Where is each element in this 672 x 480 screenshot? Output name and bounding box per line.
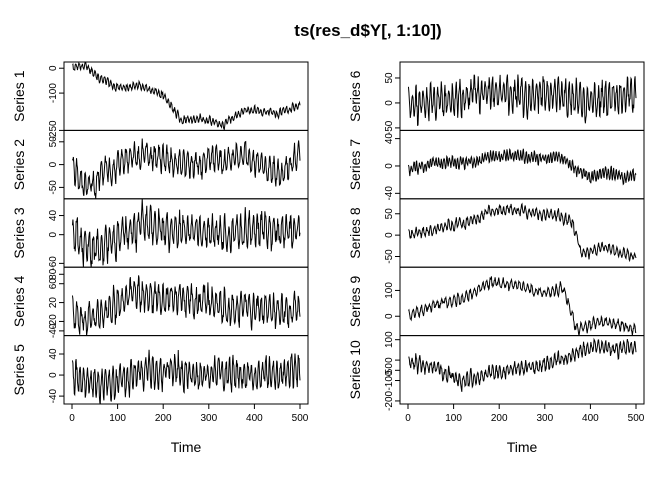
panel-label: Series 4 [11,276,27,328]
panel-label: Series 10 [347,340,363,399]
ytick-label: 0 [48,161,59,167]
chart-title: ts(res_d$Y[, 1:10]) [294,21,441,40]
series-line-3 [71,198,301,268]
ytick-label: 0 [384,232,395,238]
ytick-label: -40 [48,323,59,338]
ytick-label: 0 [384,100,395,106]
series-line-9 [408,276,637,336]
ytick-label: 80 [48,268,59,280]
ytick-label: -20 [48,314,59,329]
ytick-label: -50 [48,180,59,195]
xtick-label: 0 [405,413,411,424]
xtick-label: 300 [536,413,553,424]
series-line-5 [71,349,301,405]
xtick-label: 300 [200,413,217,424]
panel-label: Series 5 [11,344,27,396]
ytick-label: 60 [48,278,59,290]
series-line-2 [72,138,301,199]
ytick-label: 40 [48,348,59,360]
series-line-1 [72,61,301,131]
ytick-label: 50 [48,136,59,148]
xtick-label: 500 [292,413,309,424]
ytick-label: 50 [384,208,395,220]
ytick-label: 40 [48,210,59,222]
ytick-label: 100 [384,331,395,348]
ytick-label: 0 [48,231,59,237]
ytick-label: -50 [384,363,395,378]
panel-label: Series 2 [11,139,27,191]
ytick-label: 0 [48,372,59,378]
ytick-label: -200 [384,390,395,410]
ytick-label: 100 [384,282,395,299]
xtick-label: 400 [246,413,263,424]
ytick-label: -100 [48,83,59,103]
xtick-label: 500 [628,413,645,424]
xtick-label: 100 [445,413,462,424]
panel-label: Series 7 [347,139,363,191]
ytick-label: -40 [384,186,395,201]
xtick-label: 200 [491,413,508,424]
ytick-label: 0 [384,163,395,169]
ytick-label: 50 [384,72,395,84]
ytick-label: -60 [48,256,59,271]
ytick-label: -50 [384,249,395,264]
ytick-label: -250 [48,120,59,140]
ytick-label: -40 [48,388,59,403]
panel-label: Series 9 [347,276,363,328]
xtick-label: 100 [109,413,126,424]
ytick-label: 0 [48,65,59,71]
ytick-label: -100 [384,370,395,390]
panel-label: Series 8 [347,207,363,259]
ytick-label: 0 [384,357,395,363]
series-line-7 [407,147,637,186]
panel-label: Series 3 [11,207,27,259]
panel-label: Series 6 [347,70,363,122]
ytick-label: -50 [384,120,395,135]
ytick-label: 0 [384,313,395,319]
xtick-label: 400 [582,413,599,424]
series-line-10 [408,337,637,392]
x-axis-title: Time [507,439,538,455]
panel-frame-1 [63,61,309,131]
x-axis-title: Time [171,439,202,455]
series-line-6 [407,74,637,126]
series-line-4 [71,275,301,336]
series-line-8 [408,202,637,263]
xtick-label: 200 [155,413,172,424]
ytick-label: 40 [384,133,395,145]
xtick-label: 0 [69,413,75,424]
panel-label: Series 1 [11,70,27,122]
ytick-label: 20 [48,297,59,309]
